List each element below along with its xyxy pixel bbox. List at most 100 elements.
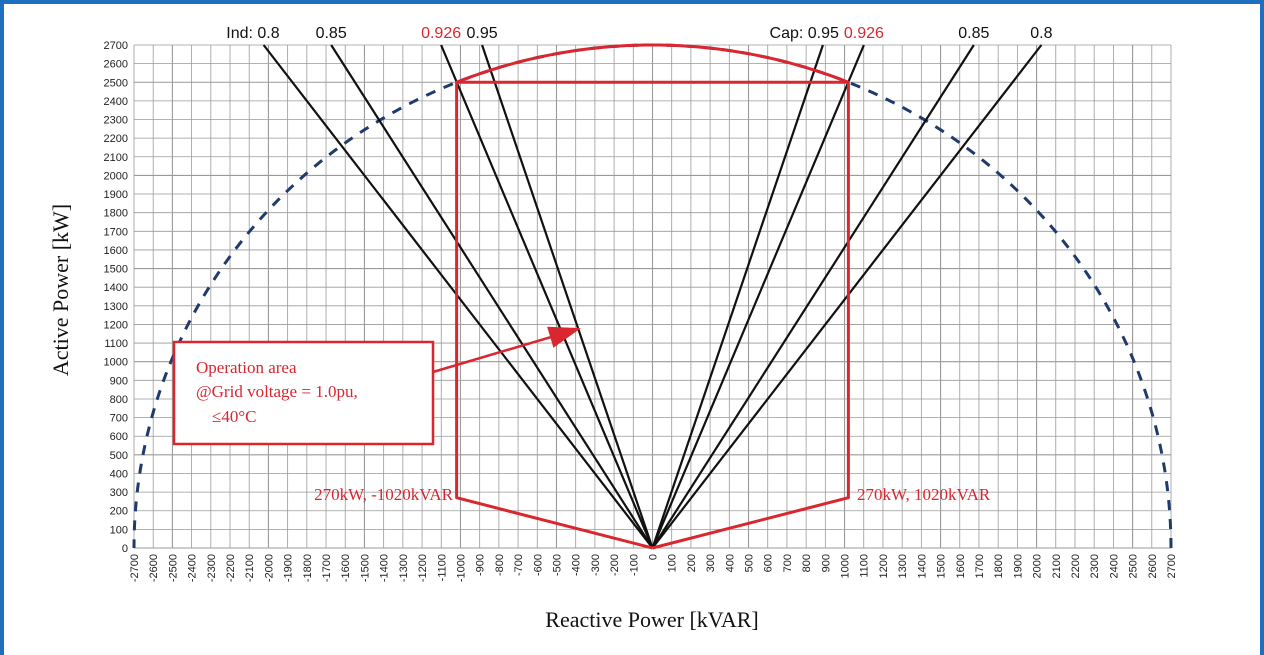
annotation-arrow-shaft bbox=[432, 329, 574, 374]
annotation-box: Operation area @Grid voltage = 1.0pu, ≤4… bbox=[172, 340, 435, 446]
x-axis-title: Reactive Power [kVAR] bbox=[545, 607, 758, 632]
y-tick-label: 700 bbox=[110, 413, 128, 425]
y-tick-label: 1300 bbox=[104, 301, 128, 313]
x-tick-label: 1600 bbox=[955, 554, 967, 578]
x-tick-label: 2200 bbox=[1070, 554, 1082, 578]
x-tick-label: 2700 bbox=[1166, 554, 1178, 578]
x-tick-label: 600 bbox=[763, 554, 775, 572]
pf-line-cap-0.926 bbox=[651, 44, 865, 549]
pf-label-cap-0.95: Cap: 0.95 bbox=[770, 25, 839, 42]
pf-label-ind-0.8: Ind: 0.8 bbox=[226, 25, 279, 42]
x-tick-label: -300 bbox=[590, 554, 602, 576]
x-tick-label: 1200 bbox=[878, 554, 890, 578]
operation-area-arc bbox=[456, 43, 849, 84]
x-tick-label: 0 bbox=[648, 554, 660, 560]
annotation-arrow bbox=[432, 326, 581, 374]
y-tick-label: 100 bbox=[110, 524, 128, 536]
x-tick-label: 300 bbox=[705, 554, 717, 572]
right-corner-label: 270kW, 1020kVAR bbox=[857, 485, 991, 504]
y-tick-label: 2000 bbox=[104, 170, 128, 182]
x-tick-label: 1900 bbox=[1012, 554, 1024, 578]
x-tick-label: -1500 bbox=[359, 554, 371, 582]
pf-label-ind-0.926: 0.926 bbox=[421, 25, 461, 42]
pf-label-ind-0.95: 0.95 bbox=[467, 25, 498, 42]
y-tick-label: 0 bbox=[122, 543, 128, 555]
y-axis-title: Active Power [kW] bbox=[48, 204, 73, 376]
x-tick-label: -2700 bbox=[129, 554, 141, 582]
y-tick-label: 400 bbox=[110, 468, 128, 480]
x-tick-labels: -2700 -2600 -2500 -2400 -2300 -2200 -2100 -2000… bbox=[129, 554, 1178, 582]
x-tick-label: 1300 bbox=[897, 554, 909, 578]
y-tick-label: 2500 bbox=[104, 77, 128, 89]
y-tick-label: 2300 bbox=[104, 115, 128, 127]
pf-line-cap-0.95 bbox=[651, 44, 824, 549]
y-tick-label: 1800 bbox=[104, 208, 128, 220]
pf-line-ind-0.85 bbox=[330, 44, 654, 549]
x-tick-label: 800 bbox=[801, 554, 813, 572]
operation-area-layer bbox=[455, 43, 850, 550]
pf-line-ind-0.95 bbox=[481, 44, 654, 549]
x-tick-label: 500 bbox=[744, 554, 756, 572]
x-tick-label: 1700 bbox=[974, 554, 986, 578]
x-tick-label: 2100 bbox=[1051, 554, 1063, 578]
x-tick-label: 1500 bbox=[936, 554, 948, 578]
pf-labels-layer: Ind: 0.8 0.85 0.926 0.95 Cap: 0.95 0.926 0.85 0… bbox=[226, 25, 1052, 42]
y-tick-label: 1100 bbox=[104, 338, 128, 350]
y-tick-label: 2400 bbox=[104, 96, 128, 108]
left-corner-label: 270kW, -1020kVAR bbox=[314, 485, 454, 504]
x-tick-label: -2100 bbox=[244, 554, 256, 582]
x-tick-label: -1300 bbox=[398, 554, 410, 582]
y-tick-label: 2100 bbox=[104, 152, 128, 164]
x-tick-label: -500 bbox=[551, 554, 563, 576]
y-tick-label: 1700 bbox=[104, 226, 128, 238]
grid bbox=[133, 44, 1172, 549]
y-tick-label: 1900 bbox=[104, 189, 128, 201]
y-tick-label: 1000 bbox=[104, 357, 128, 369]
y-tick-label: 2700 bbox=[104, 40, 128, 52]
x-tick-label: 2300 bbox=[1089, 554, 1101, 578]
y-tick-label: 1200 bbox=[104, 319, 128, 331]
pf-label-ind-0.85: 0.85 bbox=[316, 25, 347, 42]
x-tick-label: -1600 bbox=[340, 554, 352, 582]
x-tick-label: -100 bbox=[628, 554, 640, 576]
pf-label-cap-0.85: 0.85 bbox=[958, 25, 989, 42]
y-tick-labels: 0 100 200 300 400 500 600 700 800 900 1000 1100 1200… bbox=[104, 40, 128, 555]
y-tick-label: 300 bbox=[110, 487, 128, 499]
x-tick-label: -800 bbox=[494, 554, 506, 576]
x-tick-label: 100 bbox=[667, 554, 679, 572]
x-tick-label: -2500 bbox=[167, 554, 179, 582]
x-tick-label: -400 bbox=[571, 554, 583, 576]
x-tick-label: 700 bbox=[782, 554, 794, 572]
x-tick-label: -1000 bbox=[455, 554, 467, 582]
x-tick-label: -1400 bbox=[379, 554, 391, 582]
pf-line-ind-0.926 bbox=[440, 44, 654, 549]
y-tick-label: 1400 bbox=[104, 282, 128, 294]
x-tick-label: 1100 bbox=[859, 554, 871, 578]
x-tick-label: -700 bbox=[513, 554, 525, 576]
x-tick-label: -1700 bbox=[321, 554, 333, 582]
y-tick-label: 200 bbox=[110, 506, 128, 518]
pf-label-cap-0.8: 0.8 bbox=[1030, 25, 1052, 42]
pf-label-cap-0.926: 0.926 bbox=[844, 25, 884, 42]
y-tick-label: 2600 bbox=[104, 59, 128, 71]
x-tick-label: 1000 bbox=[840, 554, 852, 578]
y-tick-label: 500 bbox=[110, 450, 128, 462]
x-tick-label: -2600 bbox=[148, 554, 160, 582]
x-tick-label: -1900 bbox=[283, 554, 295, 582]
x-tick-label: -900 bbox=[475, 554, 487, 576]
y-tick-label: 1500 bbox=[104, 264, 128, 276]
x-tick-label: -1100 bbox=[436, 554, 448, 581]
pf-line-cap-0.85 bbox=[651, 44, 975, 549]
y-tick-label: 600 bbox=[110, 431, 128, 443]
x-tick-label: 2500 bbox=[1128, 554, 1140, 578]
x-tick-label: -1800 bbox=[302, 554, 314, 582]
y-tick-label: 1600 bbox=[104, 245, 128, 257]
annotation-arrow-head bbox=[547, 326, 581, 348]
annotation-line-3: ≤40°C bbox=[212, 407, 256, 426]
y-tick-label: 900 bbox=[110, 375, 128, 387]
x-tick-label: -200 bbox=[609, 554, 621, 576]
x-tick-label: -2200 bbox=[225, 554, 237, 582]
x-tick-label: -1200 bbox=[417, 554, 429, 582]
x-tick-label: 200 bbox=[686, 554, 698, 572]
annotation-line-2: @Grid voltage = 1.0pu, bbox=[196, 382, 358, 401]
